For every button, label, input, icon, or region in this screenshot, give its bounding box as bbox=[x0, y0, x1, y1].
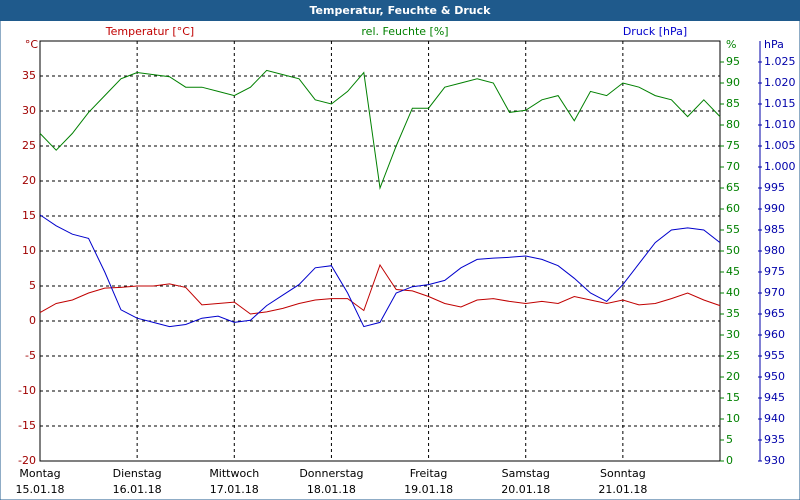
y-unit: °C bbox=[25, 38, 39, 51]
x-tick-label: 15.01.18 bbox=[16, 483, 65, 496]
y2-tick-label: 45 bbox=[726, 265, 740, 278]
legend-label: Temperatur [°C] bbox=[105, 25, 194, 38]
series-line bbox=[39, 69, 721, 190]
y-tick-label: 5 bbox=[29, 279, 36, 292]
y-tick-label: 35 bbox=[22, 69, 36, 82]
y2-tick-label: 35 bbox=[726, 307, 740, 320]
x-tick-label: 16.01.18 bbox=[113, 483, 162, 496]
y-tick-label: 25 bbox=[22, 139, 36, 152]
x-tick-label: 19.01.18 bbox=[404, 483, 453, 496]
series-line bbox=[39, 214, 721, 328]
x-tick-label: Sonntag bbox=[600, 467, 646, 480]
y2-tick-label: 75 bbox=[726, 139, 740, 152]
legend-label: Druck [hPa] bbox=[623, 25, 687, 38]
chart-title: Temperatur, Feuchte & Druck bbox=[310, 4, 492, 17]
y3-tick-label: 1.015 bbox=[764, 97, 796, 110]
y3-tick-label: 960 bbox=[764, 328, 785, 341]
y-tick-label: -15 bbox=[18, 419, 36, 432]
x-tick-label: 18.01.18 bbox=[307, 483, 356, 496]
y3-unit: hPa bbox=[764, 38, 784, 51]
y2-tick-label: 5 bbox=[726, 433, 733, 446]
y2-tick-label: 50 bbox=[726, 244, 740, 257]
y2-tick-label: 85 bbox=[726, 97, 740, 110]
title-bar bbox=[0, 0, 800, 21]
y3-tick-label: 995 bbox=[764, 181, 785, 194]
x-tick-label: 20.01.18 bbox=[501, 483, 550, 496]
y-tick-label: 10 bbox=[22, 244, 36, 257]
x-tick-label: 21.01.18 bbox=[598, 483, 647, 496]
y2-tick-label: 40 bbox=[726, 286, 740, 299]
y3-tick-label: 985 bbox=[764, 223, 785, 236]
y3-tick-label: 940 bbox=[764, 412, 785, 425]
y2-tick-label: 65 bbox=[726, 181, 740, 194]
y3-tick-label: 1.010 bbox=[764, 118, 796, 131]
y3-tick-label: 980 bbox=[764, 244, 785, 257]
x-tick-label: Montag bbox=[19, 467, 60, 480]
y-tick-label: 15 bbox=[22, 209, 36, 222]
x-tick-label: Mittwoch bbox=[209, 467, 259, 480]
y2-tick-label: 0 bbox=[726, 454, 733, 467]
y2-tick-label: 55 bbox=[726, 223, 740, 236]
y3-tick-label: 945 bbox=[764, 391, 785, 404]
x-tick-label: Donnerstag bbox=[299, 467, 363, 480]
x-tick-label: Samstag bbox=[502, 467, 550, 480]
y-tick-label: 30 bbox=[22, 104, 36, 117]
y2-tick-label: 70 bbox=[726, 160, 740, 173]
x-tick-label: Dienstag bbox=[113, 467, 162, 480]
legend-label: rel. Feuchte [%] bbox=[361, 25, 448, 38]
y-tick-label: -20 bbox=[18, 454, 36, 467]
y3-tick-label: 950 bbox=[764, 370, 785, 383]
y2-tick-label: 95 bbox=[726, 55, 740, 68]
y2-tick-label: 10 bbox=[726, 412, 740, 425]
x-tick-label: Freitag bbox=[410, 467, 448, 480]
y3-tick-label: 990 bbox=[764, 202, 785, 215]
y2-tick-label: 15 bbox=[726, 391, 740, 404]
y3-tick-label: 930 bbox=[764, 454, 785, 467]
y3-tick-label: 970 bbox=[764, 286, 785, 299]
y3-tick-label: 1.000 bbox=[764, 160, 796, 173]
y-tick-label: 0 bbox=[29, 314, 36, 327]
y-tick-label: -5 bbox=[25, 349, 36, 362]
y2-tick-label: 60 bbox=[726, 202, 740, 215]
series-line bbox=[39, 263, 721, 315]
y3-tick-label: 965 bbox=[764, 307, 785, 320]
y3-tick-label: 975 bbox=[764, 265, 785, 278]
y2-tick-label: 25 bbox=[726, 349, 740, 362]
y-tick-label: -10 bbox=[18, 384, 36, 397]
y3-tick-label: 935 bbox=[764, 433, 785, 446]
y2-unit: % bbox=[726, 38, 736, 51]
y3-tick-label: 1.025 bbox=[764, 55, 796, 68]
y3-tick-label: 1.005 bbox=[764, 139, 796, 152]
y2-tick-label: 30 bbox=[726, 328, 740, 341]
y3-tick-label: 955 bbox=[764, 349, 785, 362]
y2-tick-label: 20 bbox=[726, 370, 740, 383]
y-tick-label: 20 bbox=[22, 174, 36, 187]
x-tick-label: 17.01.18 bbox=[210, 483, 259, 496]
y3-tick-label: 1.020 bbox=[764, 76, 796, 89]
y2-tick-label: 80 bbox=[726, 118, 740, 131]
y2-tick-label: 90 bbox=[726, 76, 740, 89]
